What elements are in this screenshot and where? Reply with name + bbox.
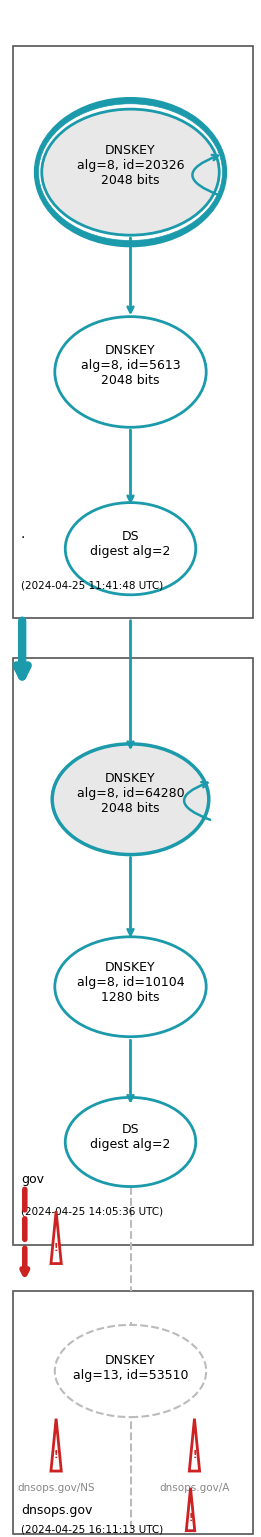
Polygon shape — [51, 1211, 61, 1263]
Text: DNSKEY
alg=8, id=20326
2048 bits: DNSKEY alg=8, id=20326 2048 bits — [77, 144, 184, 188]
Bar — [13, 658, 253, 1245]
Bar — [13, 46, 253, 618]
Ellipse shape — [65, 503, 196, 595]
Polygon shape — [189, 1419, 200, 1471]
Ellipse shape — [52, 744, 209, 855]
Text: DNSKEY
alg=13, id=53510: DNSKEY alg=13, id=53510 — [73, 1354, 188, 1382]
Ellipse shape — [38, 103, 222, 240]
Text: dnsops.gov/A: dnsops.gov/A — [159, 1483, 230, 1492]
Text: dnsops.gov/NS: dnsops.gov/NS — [17, 1483, 95, 1492]
Text: (2024-04-25 16:11:13 UTC): (2024-04-25 16:11:13 UTC) — [21, 1525, 163, 1534]
Ellipse shape — [55, 936, 206, 1036]
Ellipse shape — [55, 1325, 206, 1417]
Ellipse shape — [65, 1097, 196, 1187]
Ellipse shape — [55, 317, 206, 427]
Text: gov: gov — [21, 1173, 44, 1187]
Text: .: . — [21, 527, 25, 541]
Text: dnsops.gov: dnsops.gov — [21, 1503, 92, 1517]
Text: !: ! — [54, 1243, 58, 1253]
Polygon shape — [51, 1419, 61, 1471]
Text: DNSKEY
alg=8, id=64280
2048 bits: DNSKEY alg=8, id=64280 2048 bits — [77, 772, 184, 815]
Text: DS
digest alg=2: DS digest alg=2 — [90, 1124, 171, 1151]
Text: DNSKEY
alg=8, id=5613
2048 bits: DNSKEY alg=8, id=5613 2048 bits — [81, 344, 180, 387]
Text: !: ! — [54, 1451, 58, 1460]
Bar — [13, 1291, 253, 1534]
Text: (2024-04-25 14:05:36 UTC): (2024-04-25 14:05:36 UTC) — [21, 1207, 163, 1216]
Text: !: ! — [192, 1451, 197, 1460]
Text: !: ! — [188, 1512, 193, 1523]
Text: (2024-04-25 11:41:48 UTC): (2024-04-25 11:41:48 UTC) — [21, 581, 163, 590]
Text: DS
digest alg=2: DS digest alg=2 — [90, 530, 171, 558]
Ellipse shape — [42, 109, 219, 235]
Polygon shape — [186, 1488, 195, 1531]
Ellipse shape — [35, 98, 226, 246]
Text: DNSKEY
alg=8, id=10104
1280 bits: DNSKEY alg=8, id=10104 1280 bits — [77, 961, 184, 1004]
